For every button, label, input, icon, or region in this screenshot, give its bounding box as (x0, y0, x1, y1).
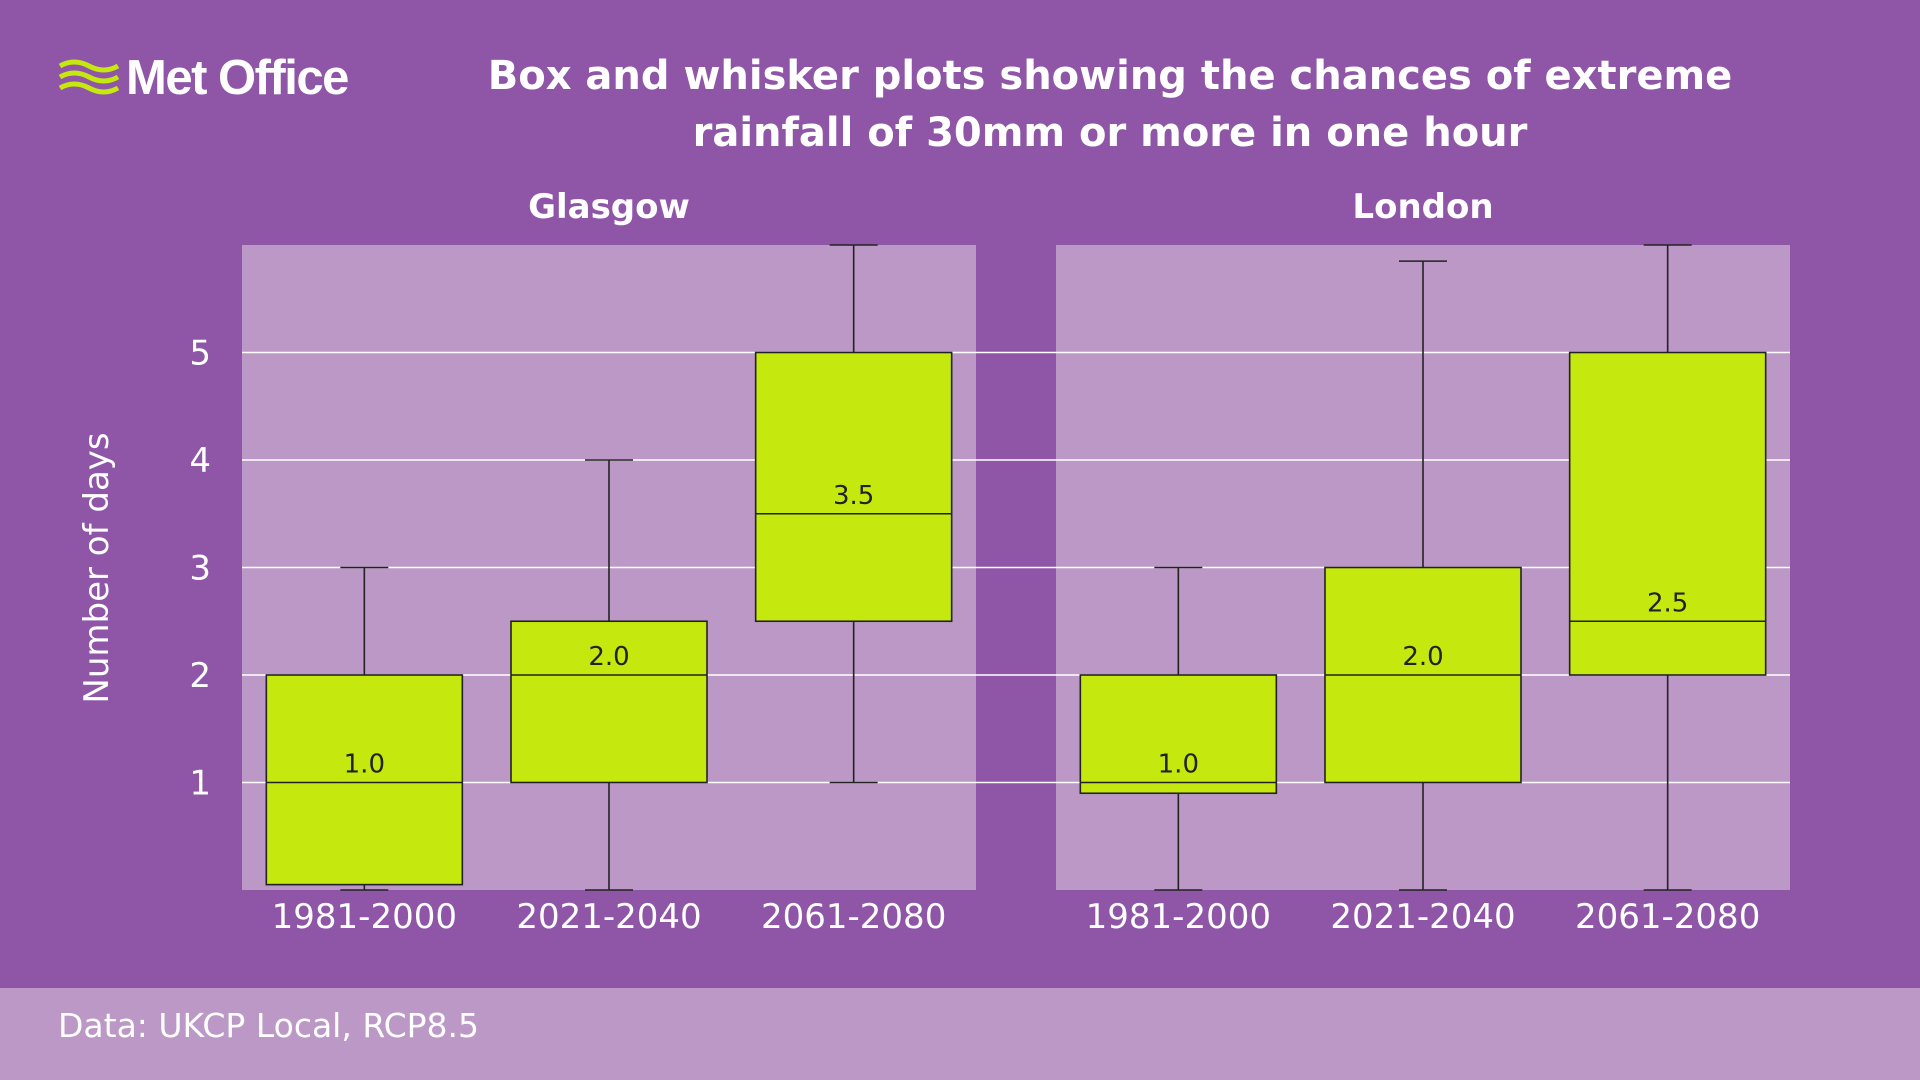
panel-title: Glasgow (528, 187, 690, 227)
waves-icon (58, 59, 120, 95)
box-2061-2080: 3.5 2061-2080 (754, 244, 953, 937)
box-1981-2000: 1.0 1981-2000 (265, 566, 464, 937)
logo-text: Met Office (126, 51, 349, 105)
median-label: 1.0 (344, 750, 385, 780)
panel-title: London (1352, 187, 1493, 227)
met-office-logo: Met Office (58, 50, 349, 106)
box-1981-2000: 1.0 1981-2000 (1079, 566, 1278, 937)
iqr-box (510, 620, 708, 784)
box-2021-2040: 2.0 2021-2040 (510, 459, 708, 937)
x-tick-label: 1981-2000 (272, 897, 457, 937)
y-axis-label: Number of days (77, 432, 117, 703)
chart-title-line-2: rainfall of 30mm or more in one hour (692, 110, 1528, 156)
box-2021-2040: 2.0 2021-2040 (1324, 260, 1522, 937)
box-2061-2080: 2.5 2061-2080 (1568, 244, 1767, 937)
x-tick-label: 2061-2080 (1575, 897, 1760, 937)
median-label: 3.5 (833, 481, 874, 511)
box-plot-chart: Glasgow 1.0 1981-2000 2.0 2021-2040 3.5 2061-2… (77, 187, 1790, 937)
y-tick-label: 1 (189, 764, 211, 804)
chart-title: Box and whisker plots showing the chance… (450, 48, 1770, 162)
x-tick-label: 2021-2040 (1330, 897, 1515, 937)
iqr-box (265, 674, 464, 886)
y-tick-label: 2 (189, 656, 211, 696)
panel-0: Glasgow 1.0 1981-2000 2.0 2021-2040 3.5 2061-2… (242, 187, 976, 937)
median-label: 2.5 (1647, 588, 1688, 618)
y-tick-label: 4 (189, 441, 211, 481)
panel-1: London 1.0 1981-2000 2.0 2021-2040 2.5 2061-20… (1056, 187, 1790, 937)
footer: Data: UKCP Local, RCP8.5 (0, 988, 1920, 1080)
x-tick-label: 2061-2080 (761, 897, 946, 937)
chart-title-line-1: Box and whisker plots showing the chance… (487, 53, 1733, 99)
iqr-box (1079, 674, 1278, 795)
iqr-box (1568, 351, 1767, 676)
x-tick-label: 2021-2040 (516, 897, 701, 937)
iqr-box (754, 351, 953, 623)
y-tick-label: 3 (189, 549, 211, 589)
data-source: Data: UKCP Local, RCP8.5 (58, 1006, 480, 1045)
y-tick-label: 5 (189, 334, 211, 374)
median-label: 1.0 (1158, 750, 1199, 780)
median-label: 2.0 (588, 642, 629, 672)
median-label: 2.0 (1402, 642, 1443, 672)
x-tick-label: 1981-2000 (1086, 897, 1271, 937)
